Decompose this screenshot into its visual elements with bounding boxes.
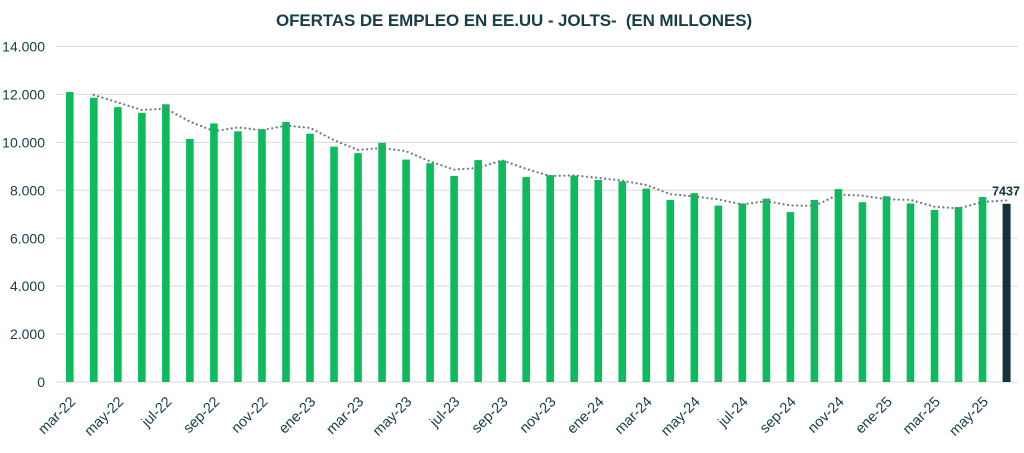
svg-text:OFERTAS DE EMPLEO EN EE.UU - J: OFERTAS DE EMPLEO EN EE.UU - JOLTS- (EN … (276, 11, 752, 30)
svg-text:12.000: 12.000 (2, 87, 45, 103)
svg-text:4.000: 4.000 (10, 278, 45, 294)
svg-text:6.000: 6.000 (10, 230, 45, 246)
svg-text:7437: 7437 (992, 185, 1020, 199)
svg-text:10.000: 10.000 (2, 134, 45, 150)
svg-text:0: 0 (37, 374, 45, 390)
svg-text:2.000: 2.000 (10, 326, 45, 342)
svg-text:14.000: 14.000 (2, 39, 45, 55)
svg-text:8.000: 8.000 (10, 182, 45, 198)
